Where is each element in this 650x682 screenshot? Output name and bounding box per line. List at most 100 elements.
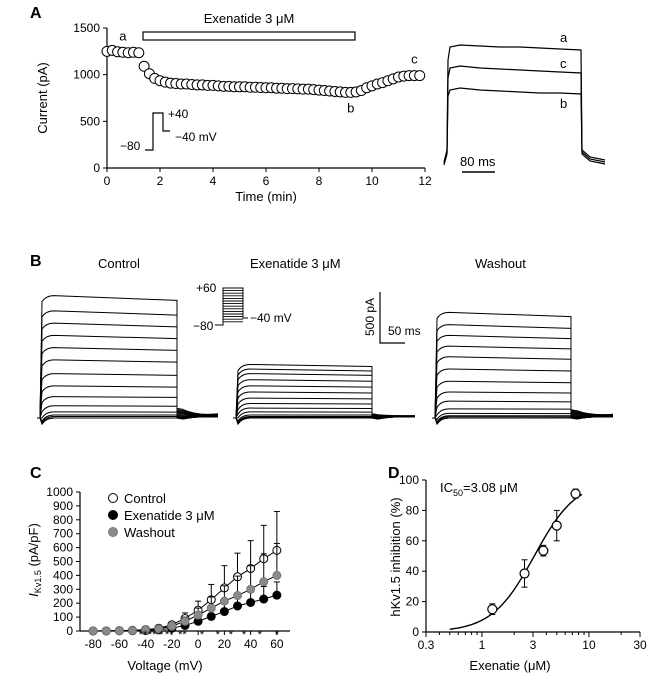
data-point [538,545,549,556]
y-tick-label: 500 [80,114,100,128]
legend-label: Exenatide 3 μM [124,508,215,523]
panel-d-ylabel: hKv1.5 inhibition (%) [388,497,403,616]
data-point [206,611,216,621]
y-tick-label: 800 [53,513,73,527]
y-tick-label: 900 [53,499,73,513]
protocol-top: +60 [196,281,217,295]
point-label-b: b [347,100,354,115]
y-tick-label: 400 [53,568,73,582]
significance-star: * [159,629,164,641]
point-label-c: c [411,52,418,67]
protocol-tail: −40 mV [175,130,217,144]
data-point [233,601,242,611]
protocol-step: +40 [168,107,189,121]
data-point [487,604,498,615]
current-trace [432,380,614,419]
panel-c-series [88,510,282,636]
legend-label: Control [124,491,166,506]
x-tick-label: 60 [270,637,284,651]
x-tick-label: 0.3 [418,638,435,652]
hill-fit-curve [449,493,583,630]
panel-label-a: A [30,5,42,22]
x-tick-label: -40 [137,637,155,651]
x-tick-label: 10 [365,174,379,188]
data-point [128,625,137,635]
panel-d-points [487,488,581,616]
current-trace [233,385,416,419]
x-tick-label: 0 [104,174,111,188]
y-tick-label: 0 [66,624,73,638]
data-point [233,591,242,601]
x-tick-label: 10 [582,638,596,652]
data-point [519,568,530,579]
y-tick-label: 0 [93,161,100,175]
significance-star: ** [178,629,187,641]
trace-label-a: a [560,30,568,45]
panel-c-axes: -80 -60 -40 -20 0 20 40 60010020030040050060070… [46,485,290,651]
x-tick-label: -80 [84,637,102,651]
ic50-annotation: IC50=3.08 μM [440,480,518,498]
condition-control: Control [98,256,140,271]
traces-washout [432,311,614,426]
x-tick-label: 12 [418,174,432,188]
legend-marker [108,493,118,503]
panel-label-b: B [30,253,42,270]
data-point [259,594,269,604]
data-point [167,621,177,631]
y-tick-label: 100 [399,473,419,487]
current-trace [37,310,219,419]
panel-a-axes: 0 2 4 6 8 10 12 0 500 1000 1500 Time (min) Current (… [35,21,432,204]
panel-c: C -80 -60 -40 -20 0 20 40 600100200300400500600… [26,465,290,673]
data-point [133,47,145,59]
panel-c-significance: ** ** * ** ** * * * * * * [139,629,280,641]
current-trace [37,359,219,419]
significance-star: ** [165,629,174,641]
y-tick-label: 80 [406,503,420,517]
panel-c-ylabel: IKv1.5 (pA/pF) [26,523,43,597]
data-point [180,616,190,626]
current-trace [432,311,614,419]
drug-bar: Exenatide 3 μM [142,11,356,41]
time-scale-label-b: 50 ms [388,324,421,338]
significance-star: * [275,629,280,641]
significance-star: * [258,629,263,641]
y-tick-label: 100 [53,610,73,624]
data-point [259,577,269,587]
data-point [246,598,256,608]
panel-d-fit [449,493,583,630]
protocol-hold: −80 [120,139,141,153]
panel-a-point-labels: a b c [119,28,418,115]
panel-label-d: D [388,465,400,482]
y-tick-label: 500 [53,555,73,569]
legend-marker [108,510,118,520]
x-tick-label: 20 [218,637,232,651]
y-tick-label: 60 [406,534,420,548]
current-trace [233,391,416,419]
data-point [138,60,150,72]
x-tick-label: 30 [633,638,647,652]
data-point [141,625,151,635]
y-tick-label: 700 [53,527,73,541]
panel-b: B Control Exenatide 3 μM Washout +60 −80… [30,253,614,426]
traces-exenatide [233,363,416,426]
panel-c-legend: Control Exenatide 3 μM Washout [108,491,215,540]
point-label-a: a [119,28,127,43]
panel-a-points [101,44,426,98]
traces-control [37,295,219,426]
panel-a: A 0 2 4 6 8 10 12 0 500 1000 1500 Time (min) Current… [30,5,606,204]
significance-star: * [200,629,205,641]
drug-bar-label: Exenatide 3 μM [204,11,295,26]
y-tick-label: 600 [53,541,73,555]
data-point [88,626,98,636]
x-axis-label: Time (min) [235,189,297,204]
current-trace [37,373,219,419]
panel-a-protocol: −80 +40 −40 mV [120,107,217,153]
significance-star: ** [139,629,148,641]
legend-marker [108,527,118,537]
significance-star: * [216,629,221,641]
panel-d-axes: 0.3 1 3 10 30 0 20 40 60 80 100 [399,473,647,652]
data-point [219,596,229,606]
x-tick-label: 2 [157,174,164,188]
trace-label-c: c [560,56,567,71]
